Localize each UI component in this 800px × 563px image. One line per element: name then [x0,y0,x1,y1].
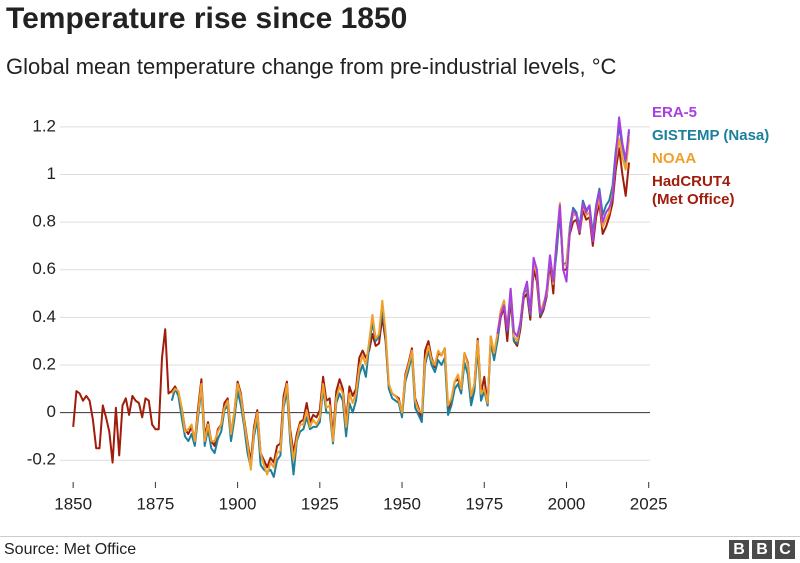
logo-letter: B [752,540,772,559]
x-tick-label: 1850 [54,494,92,513]
y-tick-label: 1.2 [32,116,56,135]
x-tick-label: 1875 [136,494,174,513]
chart-subtitle: Global mean temperature change from pre-… [6,54,617,79]
chart-title: Temperature rise since 1850 [6,2,408,35]
logo-letter: C [775,540,795,559]
x-tick-label: 1950 [383,494,421,513]
y-tick-label: 0.6 [32,259,56,278]
y-tick-label: 0.8 [32,212,56,231]
series-line [72,147,630,469]
legend-entry: NOAA [652,150,697,167]
source: Source: Met Office [4,541,137,558]
y-tick-label: -0.2 [27,450,56,469]
series-line [496,116,630,338]
footer-rule [0,536,800,537]
x-tick-label: 1975 [465,494,503,513]
y-tick-label: 0 [47,402,56,421]
logo-letter: B [729,540,749,559]
x-tick-label: 1925 [301,494,339,513]
y-tick-label: 0.4 [32,307,56,326]
x-tick-label: 1900 [219,494,257,513]
legend-entry: GISTEMP (Nasa) [652,127,770,144]
series-line [170,137,630,476]
x-tick-label: 2025 [630,494,668,513]
x-tick-label: 2000 [548,494,586,513]
legend: ERA-5 GISTEMP (Nasa) NOAA HadCRUT4 (Met Off… [652,104,772,214]
series-line [170,125,630,478]
y-tick-label: 1 [47,164,56,183]
y-tick-label: 0.2 [32,354,56,373]
legend-entry: ERA-5 [652,104,698,121]
legend-entry: HadCRUT4 (Met Office) [652,173,735,208]
